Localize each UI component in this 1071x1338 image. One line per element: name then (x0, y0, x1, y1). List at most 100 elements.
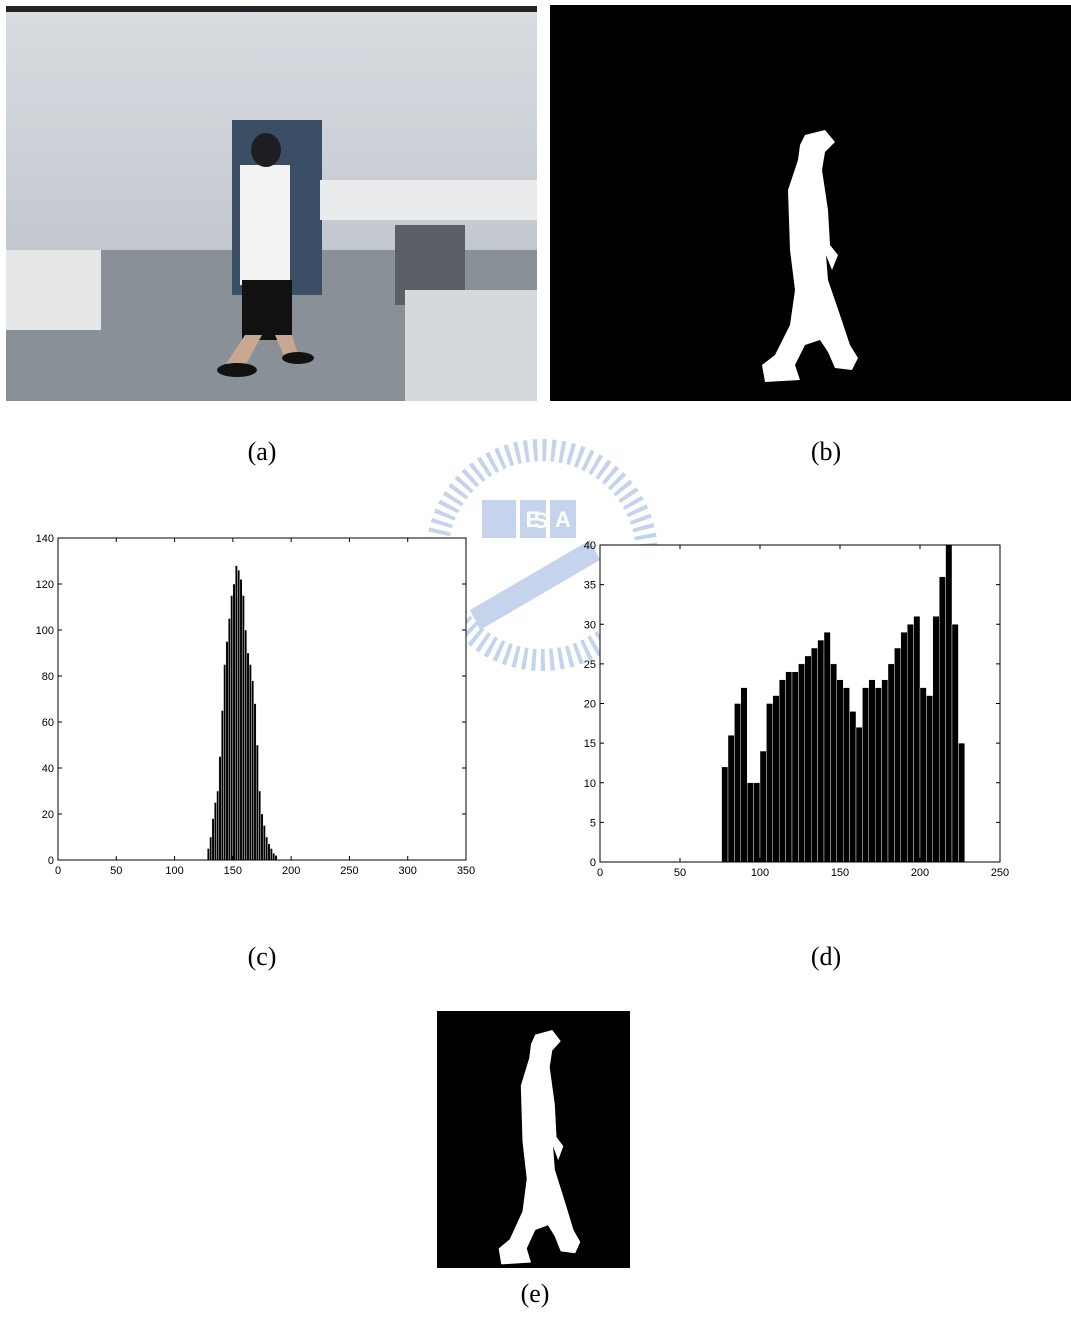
bar (741, 688, 747, 862)
bar (245, 630, 247, 860)
bar (933, 616, 939, 862)
y-tick-label: 15 (584, 738, 596, 750)
bar (214, 803, 216, 861)
bar (856, 727, 862, 862)
y-tick-label: 25 (584, 659, 596, 671)
bar (270, 849, 272, 861)
bar (221, 711, 223, 861)
bar (958, 743, 964, 862)
y-tick-label: 40 (584, 540, 596, 552)
y-tick-label: 120 (36, 579, 54, 591)
bar (869, 680, 875, 862)
bar (247, 653, 249, 860)
x-tick-label: 200 (282, 865, 300, 877)
y-tick-label: 10 (584, 778, 596, 790)
bar (249, 665, 251, 861)
bar (773, 696, 779, 862)
x-tick-label: 100 (751, 867, 769, 879)
bar (754, 783, 760, 862)
x-tick-label: 250 (340, 865, 358, 877)
bar (242, 596, 244, 861)
bar (722, 767, 728, 862)
y-tick-label: 140 (36, 533, 54, 545)
bar (875, 688, 881, 862)
bar (811, 648, 817, 862)
bar (766, 704, 772, 863)
watermark-letter: E (526, 507, 541, 532)
bar (843, 688, 849, 862)
x-tick-label: 50 (110, 865, 122, 877)
bar (261, 814, 263, 860)
bar (818, 640, 824, 862)
bar (952, 624, 958, 862)
bar (256, 745, 258, 860)
bar (946, 545, 952, 862)
bar (217, 791, 219, 860)
bar (263, 826, 265, 861)
bar (231, 596, 233, 861)
x-tick-label: 150 (224, 865, 242, 877)
bar (824, 632, 830, 862)
figure-page: S E A 1896 (a) (b) (c) (d) (e) 050100150… (0, 0, 1071, 1338)
bar (805, 656, 811, 862)
photo-frame (6, 6, 537, 401)
x-tick-label: 300 (399, 865, 417, 877)
x-tick-label: 250 (991, 867, 1009, 879)
caption: (b) (811, 437, 841, 466)
bar (219, 757, 221, 861)
caption: (a) (248, 437, 277, 466)
bar (212, 819, 214, 860)
caption: (c) (248, 942, 277, 971)
bar (272, 853, 274, 860)
watermark-year: 1896 (545, 591, 585, 611)
caption: (d) (811, 942, 841, 971)
bar (798, 664, 804, 862)
bar (207, 849, 209, 861)
silhouette-frame (550, 5, 1071, 401)
bar (837, 680, 843, 862)
bar (224, 665, 226, 861)
x-tick-label: 200 (911, 867, 929, 879)
bar (252, 681, 254, 860)
y-tick-label: 5 (590, 817, 596, 829)
bar (210, 837, 212, 860)
bar (926, 696, 932, 862)
bar (901, 632, 907, 862)
bar (920, 688, 926, 862)
y-tick-label: 0 (590, 857, 596, 869)
watermark-letter: A (555, 507, 571, 532)
bar (728, 735, 734, 862)
bar (747, 783, 753, 862)
y-tick-label: 40 (42, 763, 54, 775)
bar (862, 688, 868, 862)
y-tick-label: 30 (584, 619, 596, 631)
bar (888, 664, 894, 862)
bar (882, 680, 888, 862)
bar (830, 664, 836, 862)
x-tick-label: 0 (597, 867, 603, 879)
caption: (e) (521, 1279, 550, 1308)
bar (792, 672, 798, 862)
x-tick-label: 0 (55, 865, 61, 877)
y-tick-label: 60 (42, 717, 54, 729)
plot-area (58, 538, 466, 860)
y-tick-label: 20 (42, 809, 54, 821)
bar (939, 577, 945, 862)
cropped-frame (437, 1011, 630, 1268)
bar (254, 704, 256, 860)
x-tick-label: 150 (831, 867, 849, 879)
y-tick-label: 80 (42, 671, 54, 683)
bar (760, 751, 766, 862)
bar (238, 570, 240, 860)
y-tick-label: 35 (584, 580, 596, 592)
bar (907, 624, 913, 862)
bar (226, 642, 228, 861)
bar (850, 711, 856, 862)
bar (914, 616, 920, 862)
bar (265, 837, 267, 860)
x-tick-label: 350 (457, 865, 475, 877)
bar (235, 566, 237, 860)
y-tick-label: 100 (36, 625, 54, 637)
y-tick-label: 20 (584, 699, 596, 711)
bar (259, 791, 261, 860)
